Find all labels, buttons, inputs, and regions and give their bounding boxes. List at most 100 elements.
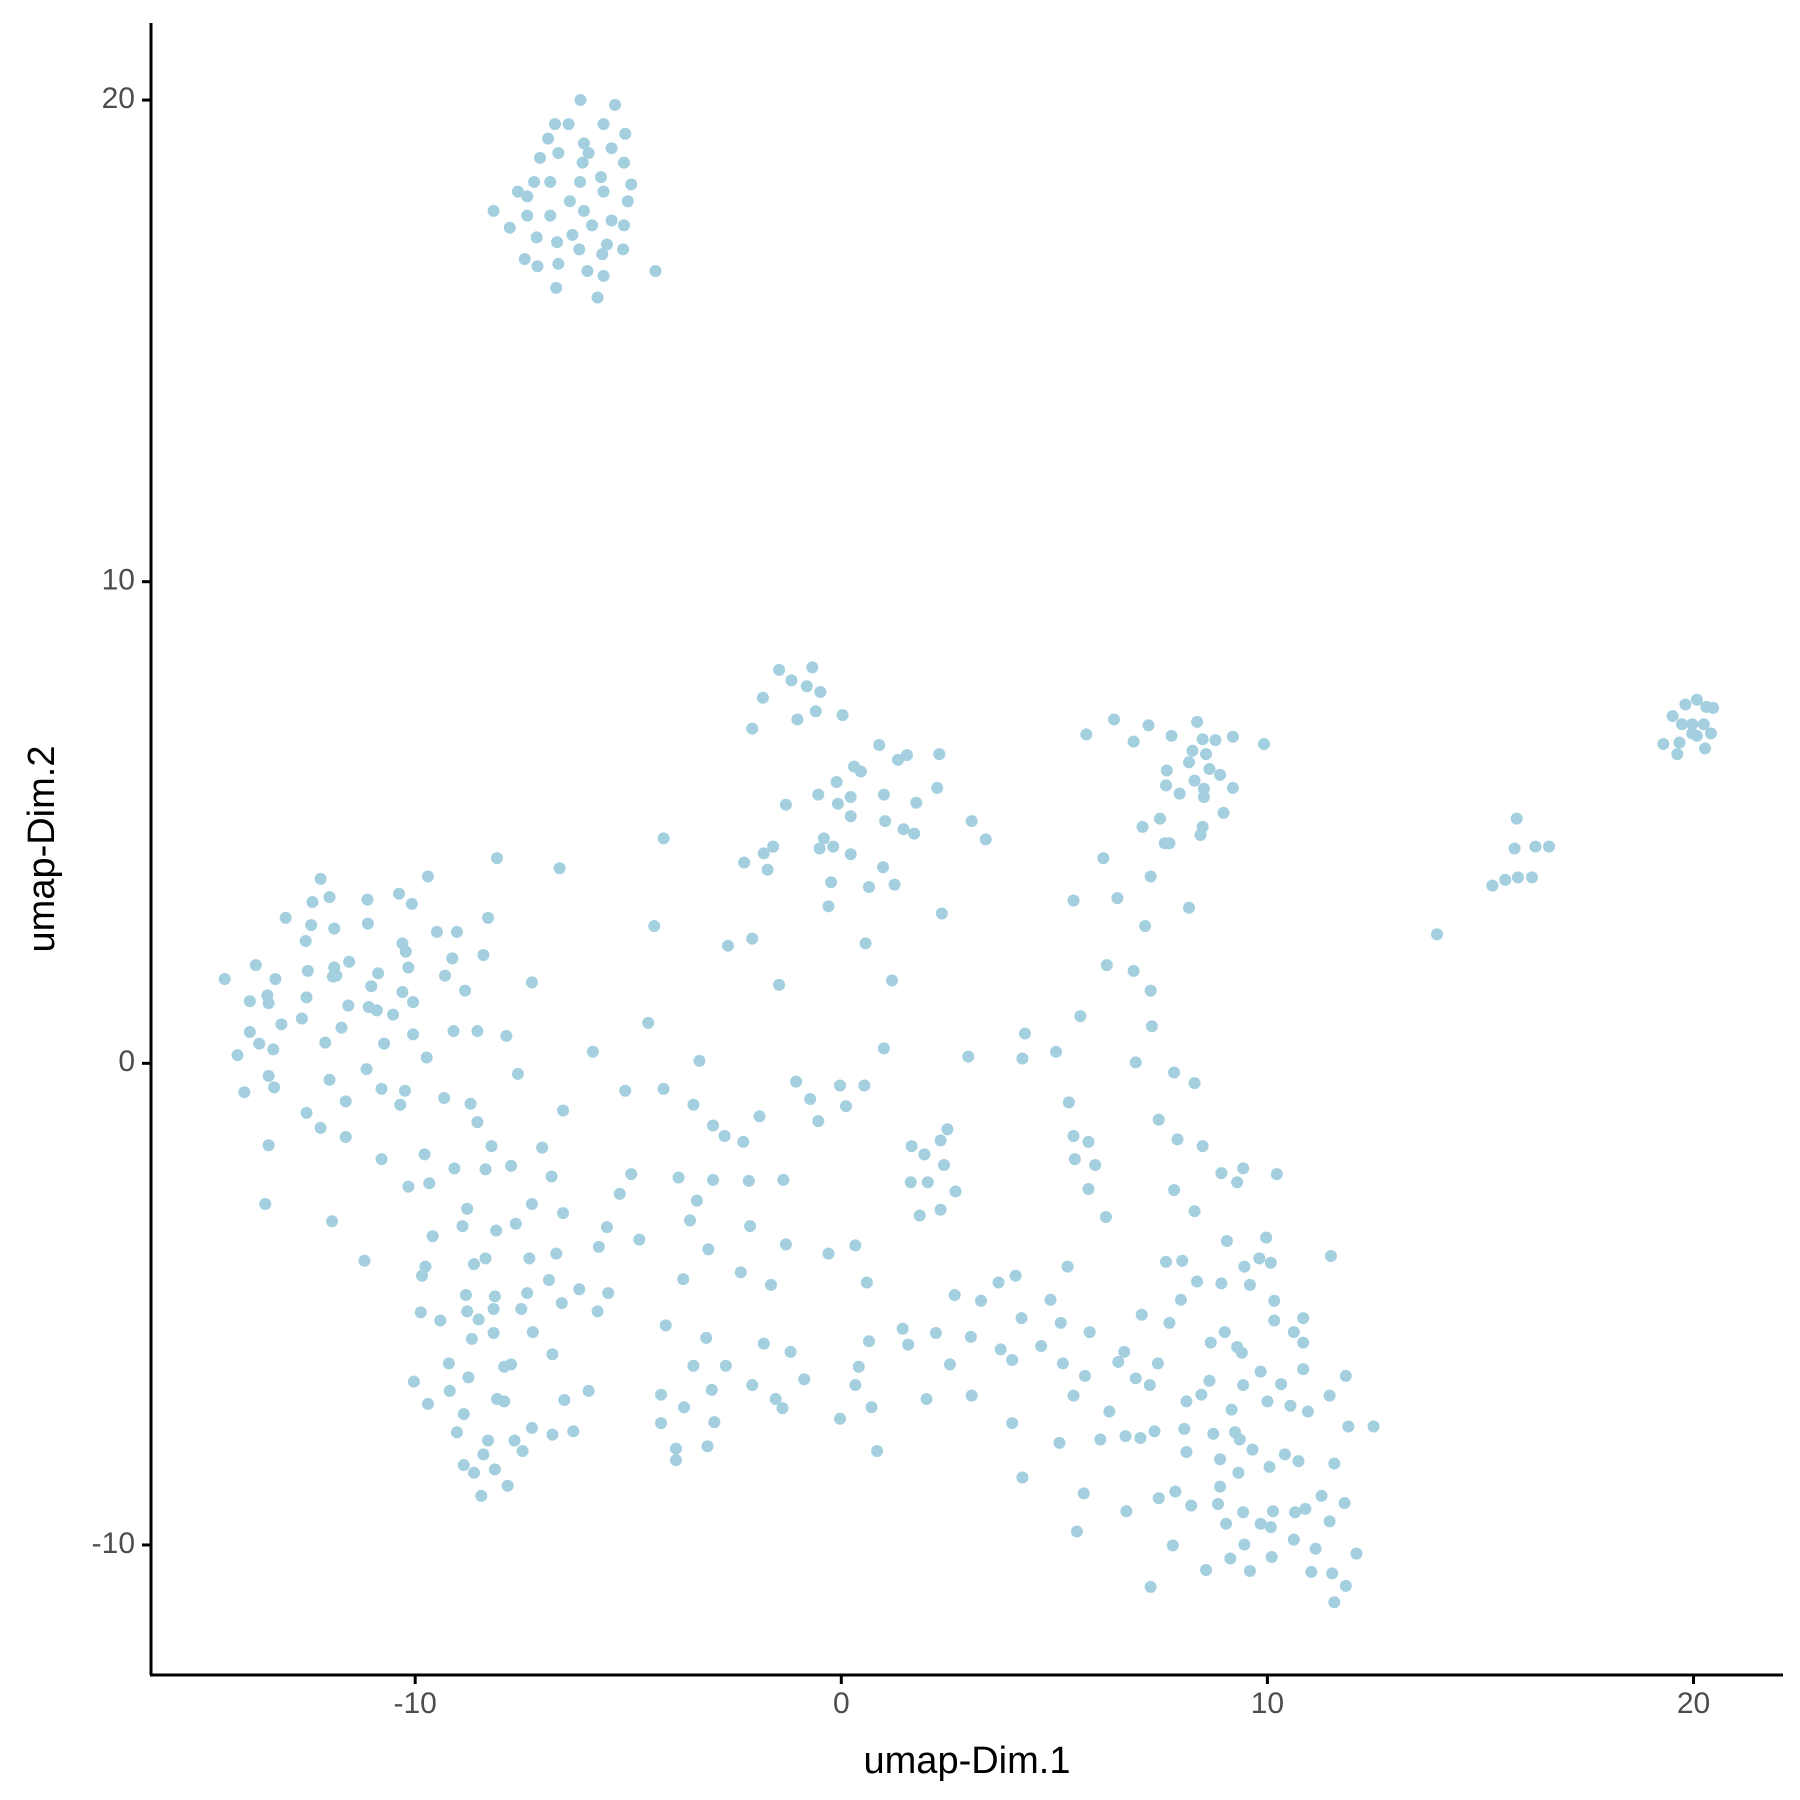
point <box>553 862 566 875</box>
point <box>457 1459 470 1472</box>
point <box>913 1209 926 1222</box>
point <box>1264 1256 1277 1269</box>
point <box>764 1278 777 1291</box>
point <box>1050 1045 1063 1058</box>
point <box>672 1171 685 1184</box>
point <box>1148 1425 1161 1438</box>
point <box>555 1297 568 1310</box>
point <box>935 907 948 920</box>
point <box>719 1359 732 1372</box>
point <box>1671 748 1684 761</box>
point <box>1673 736 1686 749</box>
point <box>761 863 774 876</box>
point <box>577 137 590 150</box>
point <box>1056 1357 1069 1370</box>
point <box>1264 1521 1277 1534</box>
point <box>566 228 579 241</box>
point <box>548 118 561 131</box>
point <box>871 1445 884 1458</box>
point <box>1168 1066 1181 1079</box>
point <box>1367 1420 1380 1433</box>
point <box>1054 1316 1067 1329</box>
point <box>323 1073 336 1086</box>
point <box>521 190 534 203</box>
point <box>773 978 786 991</box>
point <box>844 810 857 823</box>
point <box>577 204 590 217</box>
point <box>1169 1485 1182 1498</box>
point <box>859 937 872 950</box>
point <box>734 1266 747 1279</box>
point <box>1350 1547 1363 1560</box>
point <box>677 1273 690 1286</box>
point <box>597 269 610 282</box>
point <box>746 1379 759 1392</box>
point <box>1144 870 1157 883</box>
point <box>464 1097 477 1110</box>
point <box>800 680 813 693</box>
point <box>399 945 412 958</box>
point <box>326 1215 339 1228</box>
point <box>1163 1316 1176 1329</box>
point <box>1196 733 1209 746</box>
point <box>701 1440 714 1453</box>
point <box>1220 1235 1233 1248</box>
point <box>619 1084 632 1097</box>
point <box>398 1084 411 1097</box>
point <box>300 991 313 1004</box>
point <box>1082 1135 1095 1148</box>
point <box>594 171 607 184</box>
point <box>477 1448 490 1461</box>
point <box>1315 1489 1328 1502</box>
point <box>1266 1505 1279 1518</box>
point <box>1257 738 1270 751</box>
point <box>1119 1430 1132 1443</box>
point <box>813 842 826 855</box>
point <box>844 848 857 861</box>
point <box>1145 1020 1158 1033</box>
point <box>511 1067 524 1080</box>
point <box>1129 1372 1142 1385</box>
point <box>1173 787 1186 800</box>
point <box>1326 1567 1339 1580</box>
point <box>1297 1312 1310 1325</box>
point <box>767 840 780 853</box>
point <box>596 248 609 261</box>
point <box>416 1269 429 1282</box>
point <box>1035 1340 1048 1353</box>
point <box>965 815 978 828</box>
point <box>1268 1294 1281 1307</box>
point <box>1074 1010 1087 1023</box>
point <box>339 1131 352 1144</box>
point <box>1287 1533 1300 1546</box>
point <box>443 1384 456 1397</box>
point <box>1144 984 1157 997</box>
point <box>865 1401 878 1414</box>
point <box>268 1081 281 1094</box>
point <box>1686 718 1699 731</box>
point <box>365 980 378 993</box>
point <box>1690 693 1703 706</box>
point <box>790 1075 803 1088</box>
point <box>1083 1326 1096 1339</box>
point <box>1231 1176 1244 1189</box>
point <box>423 1177 436 1190</box>
point <box>948 1288 961 1301</box>
point <box>387 1008 400 1021</box>
point <box>295 1012 308 1025</box>
point <box>1159 779 1172 792</box>
point <box>687 1359 700 1372</box>
point <box>1079 1369 1092 1382</box>
point <box>426 1230 439 1243</box>
point <box>262 1069 275 1082</box>
point <box>862 881 875 894</box>
point <box>414 1306 427 1319</box>
point <box>625 1168 638 1181</box>
point <box>1220 1517 1233 1530</box>
point <box>678 1401 691 1414</box>
point <box>1127 964 1140 977</box>
point <box>518 253 531 265</box>
point <box>461 1202 474 1215</box>
y-tick-label: 20 <box>102 82 135 115</box>
point <box>964 1330 977 1343</box>
